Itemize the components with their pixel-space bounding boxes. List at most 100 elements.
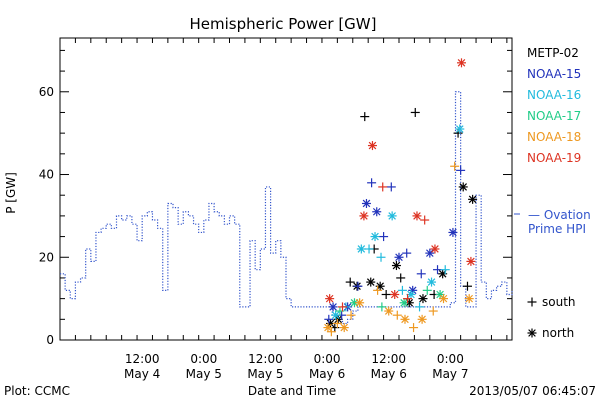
x-tick-label-date: May 5	[247, 367, 283, 381]
marker-stroke	[419, 294, 427, 303]
south-marker	[386, 182, 396, 192]
marker-stroke	[384, 307, 393, 315]
model-label-line2: Prime HPI	[528, 222, 586, 236]
x-axis-label: Date and Time	[248, 384, 336, 398]
marker-stroke	[372, 207, 381, 216]
marker-stroke	[528, 329, 536, 337]
north-marker	[417, 314, 427, 324]
model-label-line1: — Ovation	[528, 208, 591, 222]
marker-stroke	[413, 212, 421, 220]
north-marker	[325, 294, 335, 304]
x-tick-label-time: 0:00	[437, 352, 464, 366]
x-tick-label-time: 0:00	[190, 352, 217, 366]
south-marker	[403, 294, 413, 304]
marker-stroke	[418, 315, 426, 324]
south-marker	[409, 323, 419, 333]
north-marker	[399, 298, 409, 308]
north-marker	[527, 328, 537, 338]
north-marker	[366, 277, 376, 287]
north-marker	[427, 277, 437, 287]
chart-title: Hemispheric Power [GW]	[190, 15, 377, 33]
marker-stroke	[400, 298, 408, 307]
north-marker	[370, 232, 380, 242]
south-marker	[433, 265, 443, 275]
south-marker	[381, 289, 391, 299]
marker-stroke	[455, 125, 464, 133]
south-marker	[420, 215, 430, 225]
north-marker	[439, 294, 449, 304]
south-marker	[332, 318, 342, 328]
marker-stroke	[407, 290, 415, 299]
legend-entry: NOAA-17	[527, 109, 581, 123]
south-marker	[456, 165, 466, 175]
y-axis-label: P [GW]	[4, 172, 18, 214]
north-marker	[400, 314, 410, 324]
north-marker	[458, 182, 468, 192]
south-marker	[527, 297, 537, 307]
north-marker	[394, 252, 404, 262]
marker-legend: south north	[527, 295, 576, 340]
south-marker	[402, 248, 412, 258]
marker-stroke	[431, 245, 439, 253]
legend-entry: NOAA-18	[527, 130, 581, 144]
marker-stroke	[457, 59, 466, 67]
marker-stroke	[362, 199, 371, 208]
south-marker	[353, 281, 363, 291]
south-marker	[428, 306, 438, 316]
north-marker	[390, 289, 400, 299]
north-marker	[384, 306, 394, 316]
north-marker	[356, 244, 366, 254]
south-marker	[338, 302, 347, 312]
south-marker	[450, 161, 460, 171]
y-tick-label: 20	[39, 250, 54, 264]
x-tick-label-date: May 6	[309, 367, 345, 381]
south-marker	[326, 327, 336, 337]
north-marker	[425, 248, 435, 258]
north-marker	[468, 194, 478, 204]
x-tick-label-date: May 5	[186, 367, 222, 381]
marker-stroke	[468, 195, 477, 204]
north-marker	[361, 198, 371, 208]
marker-stroke	[427, 278, 436, 286]
north-marker	[355, 298, 365, 308]
marker-stroke	[390, 290, 399, 299]
north-marker	[430, 244, 440, 254]
plot-timestamp: 2013/05/07 06:45:07	[469, 384, 596, 398]
north-marker	[448, 227, 458, 237]
marker-stroke	[465, 294, 473, 303]
north-marker	[372, 207, 382, 217]
x-tick-label-date: May 6	[371, 367, 407, 381]
north-marker	[406, 289, 416, 299]
legend-entry: NOAA-16	[527, 88, 581, 102]
marker-stroke	[467, 257, 475, 266]
marker-stroke	[392, 261, 401, 270]
south-marker	[410, 107, 420, 117]
marker-stroke	[401, 315, 409, 324]
north-marker	[464, 294, 474, 304]
south-marker	[392, 310, 402, 320]
south-marker	[378, 182, 388, 192]
south-marker	[367, 178, 377, 188]
north-marker	[455, 124, 465, 134]
marker-stroke	[340, 323, 349, 332]
north-marker	[418, 294, 428, 304]
north-marker	[339, 323, 349, 333]
south-marker	[397, 285, 407, 295]
ovation-model-line	[60, 91, 513, 325]
south-marker	[396, 273, 406, 283]
marker-stroke	[368, 141, 377, 150]
marker-legend-label: south	[542, 295, 576, 309]
legend-entry: NOAA-19	[527, 151, 581, 165]
south-marker	[360, 112, 370, 122]
marker-stroke	[426, 249, 434, 257]
south-marker	[422, 285, 432, 295]
south-marker	[462, 281, 472, 291]
marker-stroke	[360, 212, 368, 220]
south-marker	[345, 277, 355, 287]
north-marker	[387, 211, 397, 221]
y-tick-label: 60	[39, 85, 54, 99]
marker-stroke	[388, 212, 396, 220]
